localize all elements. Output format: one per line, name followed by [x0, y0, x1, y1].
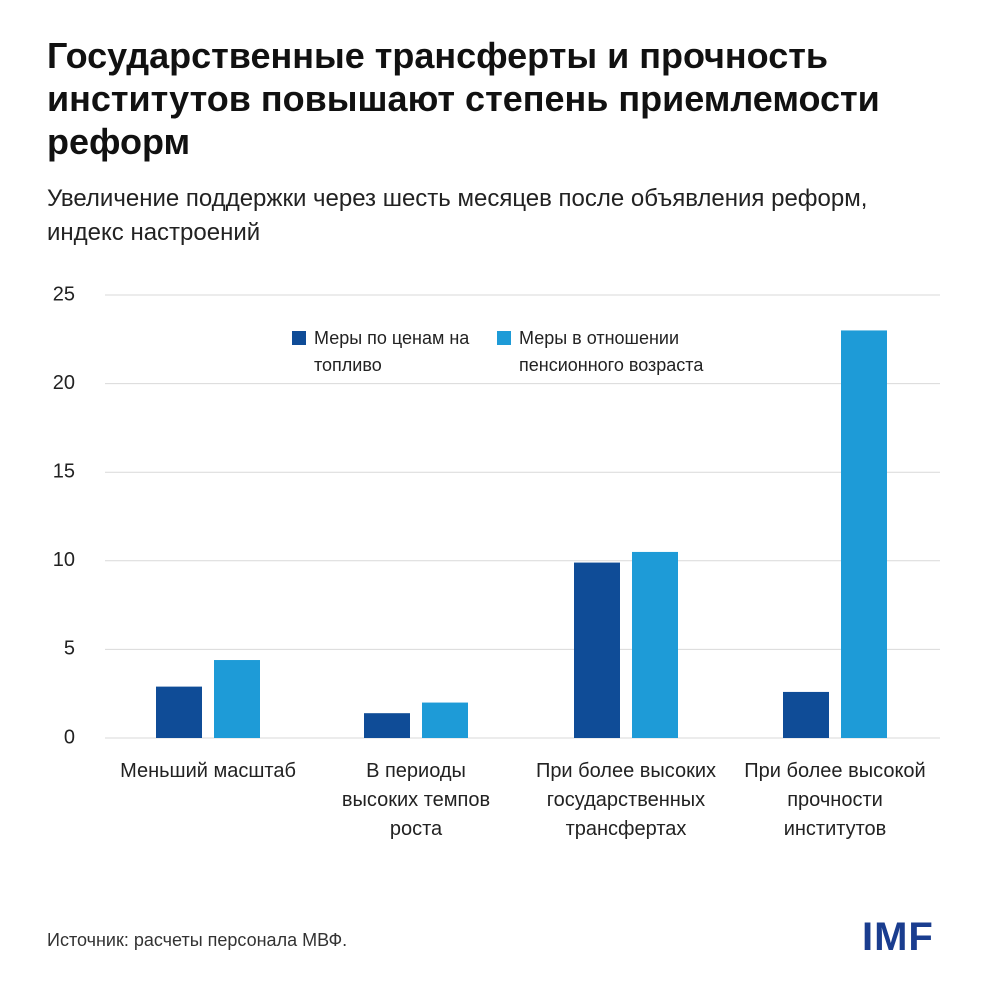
y-tick-label: 0: [64, 726, 75, 748]
source-note: Источник: расчеты персонала МВФ.: [47, 930, 348, 950]
chart-title: Государственные трансферты и прочность и…: [47, 35, 880, 162]
x-tick-label: При более высоких государственных трансф…: [535, 760, 717, 840]
y-tick-label: 10: [53, 549, 75, 571]
bar: [422, 702, 468, 738]
chart-subtitle: Увеличение поддержки через шесть месяцев…: [47, 185, 868, 246]
legend-swatch: [497, 331, 511, 345]
x-tick-label: В периоды высоких темпов роста: [341, 760, 491, 840]
legend-label: Меры в отношении пенсионного возраста: [519, 328, 704, 375]
bar: [364, 713, 410, 738]
bar: [841, 330, 887, 738]
y-tick-label: 20: [53, 372, 75, 394]
y-tick-label: 5: [64, 638, 75, 660]
bar: [632, 551, 678, 738]
x-tick-label: При более высокой прочности институтов: [744, 760, 926, 840]
y-tick-label: 15: [53, 460, 75, 482]
legend-item: Меры в отношении пенсионного возраста: [497, 325, 737, 379]
bar: [783, 691, 829, 738]
bar: [574, 562, 620, 738]
x-tick-label: Меньший масштаб: [120, 760, 296, 782]
logo: IMF: [862, 915, 934, 959]
bar: [156, 686, 202, 738]
y-tick-label: 25: [53, 283, 75, 305]
bar: [214, 660, 260, 738]
legend-swatch: [292, 331, 306, 345]
legend-item: Меры по ценам на топливо: [292, 325, 472, 379]
legend-label: Меры по ценам на топливо: [314, 328, 470, 375]
